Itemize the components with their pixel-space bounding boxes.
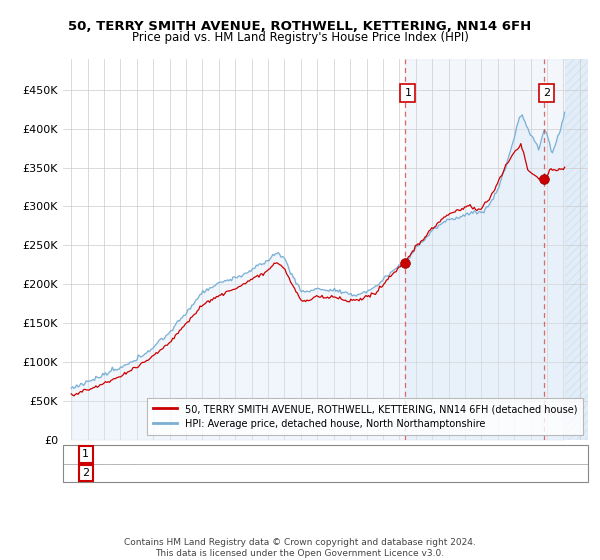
Text: £335,000: £335,000	[247, 468, 299, 478]
Text: £227,655: £227,655	[247, 450, 299, 459]
Text: 50, TERRY SMITH AVENUE, ROTHWELL, KETTERING, NN14 6FH: 50, TERRY SMITH AVENUE, ROTHWELL, KETTER…	[68, 20, 532, 32]
Bar	[406, 59, 588, 440]
Text: 1: 1	[82, 450, 89, 459]
Legend: 50, TERRY SMITH AVENUE, ROTHWELL, KETTERING, NN14 6FH (detached house), HPI: Ave: 50, TERRY SMITH AVENUE, ROTHWELL, KETTER…	[147, 398, 583, 435]
Text: Price paid vs. HM Land Registry's House Price Index (HPI): Price paid vs. HM Land Registry's House …	[131, 31, 469, 44]
Text: 8% ↓ HPI: 8% ↓ HPI	[397, 450, 449, 459]
Bar	[565, 59, 588, 440]
Text: This data is licensed under the Open Government Licence v3.0.: This data is licensed under the Open Gov…	[155, 549, 445, 558]
Text: 2: 2	[82, 468, 89, 478]
Text: 2: 2	[543, 88, 550, 98]
Text: 17% ↓ HPI: 17% ↓ HPI	[393, 468, 453, 478]
Text: Contains HM Land Registry data © Crown copyright and database right 2024.: Contains HM Land Registry data © Crown c…	[124, 538, 476, 547]
Text: 27-OCT-2023: 27-OCT-2023	[104, 468, 178, 478]
Text: 1: 1	[404, 88, 412, 98]
Text: 15-MAY-2015: 15-MAY-2015	[105, 450, 177, 459]
